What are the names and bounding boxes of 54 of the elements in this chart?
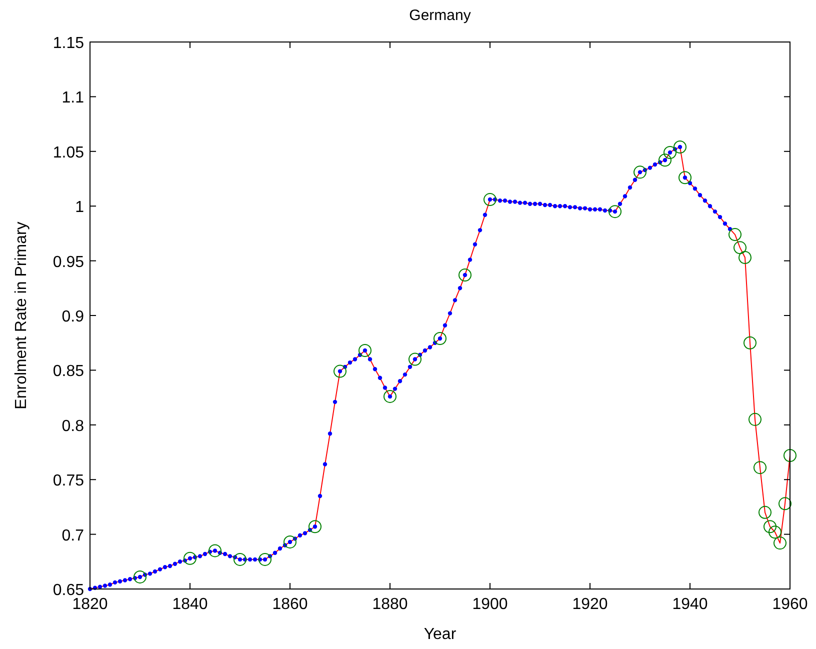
x-axis-title: Year — [424, 626, 457, 643]
point — [768, 526, 782, 539]
point — [258, 552, 272, 566]
point — [608, 205, 622, 218]
point — [458, 268, 472, 282]
point — [184, 552, 196, 565]
y-tick-label: 1.05 — [52, 144, 84, 162]
y-tick-label: 0.85 — [52, 363, 84, 380]
point — [758, 506, 772, 519]
point — [308, 520, 322, 534]
x-tick-label: 1960 — [772, 596, 808, 613]
point — [134, 570, 146, 584]
point — [748, 412, 762, 426]
point — [334, 364, 346, 378]
x-tick-label: 1840 — [172, 596, 208, 613]
point — [774, 536, 786, 550]
y-axis-title: Enrolment Rate in Primary — [13, 222, 30, 410]
y-tick-label: 1.1 — [62, 90, 84, 107]
point — [674, 140, 686, 154]
x-tick-label: 1880 — [372, 596, 408, 613]
point — [384, 390, 396, 403]
chart-title: Germany — [409, 7, 472, 24]
y-tick-label: 1 — [75, 199, 84, 216]
point — [744, 336, 756, 350]
point — [734, 241, 746, 254]
x-tick-label: 1860 — [272, 596, 308, 613]
x-tick-label: 1820 — [72, 596, 108, 613]
point — [284, 535, 296, 548]
point — [484, 193, 496, 206]
point — [208, 544, 222, 558]
point — [434, 332, 446, 345]
y-tick-label: 0.8 — [62, 418, 84, 435]
y-tick-label: 1.15 — [52, 35, 84, 52]
point — [778, 497, 792, 510]
point — [764, 520, 776, 534]
point — [728, 228, 742, 242]
y-tick-label: 0.75 — [52, 472, 84, 490]
point — [634, 166, 646, 179]
point — [738, 251, 752, 264]
point — [234, 552, 246, 566]
point — [678, 171, 692, 184]
x-tick-label: 1920 — [572, 596, 608, 613]
y-tick-label: 0.95 — [52, 254, 84, 271]
point — [784, 449, 796, 462]
point — [754, 461, 766, 474]
y-tick-label: 0.65 — [52, 582, 84, 599]
x-tick-label: 1940 — [672, 596, 708, 613]
x-tick-label: 1900 — [472, 596, 508, 613]
point — [408, 352, 422, 366]
y-tick-label: 0.9 — [62, 308, 84, 326]
point — [358, 344, 372, 358]
point — [658, 154, 672, 167]
point — [664, 146, 676, 159]
y-tick-label: 0.7 — [62, 527, 84, 544]
